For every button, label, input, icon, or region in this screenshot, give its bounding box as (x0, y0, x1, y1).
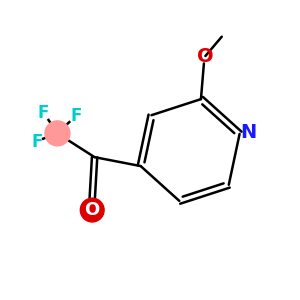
Circle shape (80, 198, 104, 222)
Text: O: O (85, 201, 100, 219)
Text: O: O (197, 46, 214, 65)
Text: F: F (32, 133, 43, 151)
Text: F: F (70, 107, 82, 125)
Text: N: N (240, 123, 256, 142)
Text: F: F (38, 103, 49, 122)
Circle shape (45, 121, 70, 146)
